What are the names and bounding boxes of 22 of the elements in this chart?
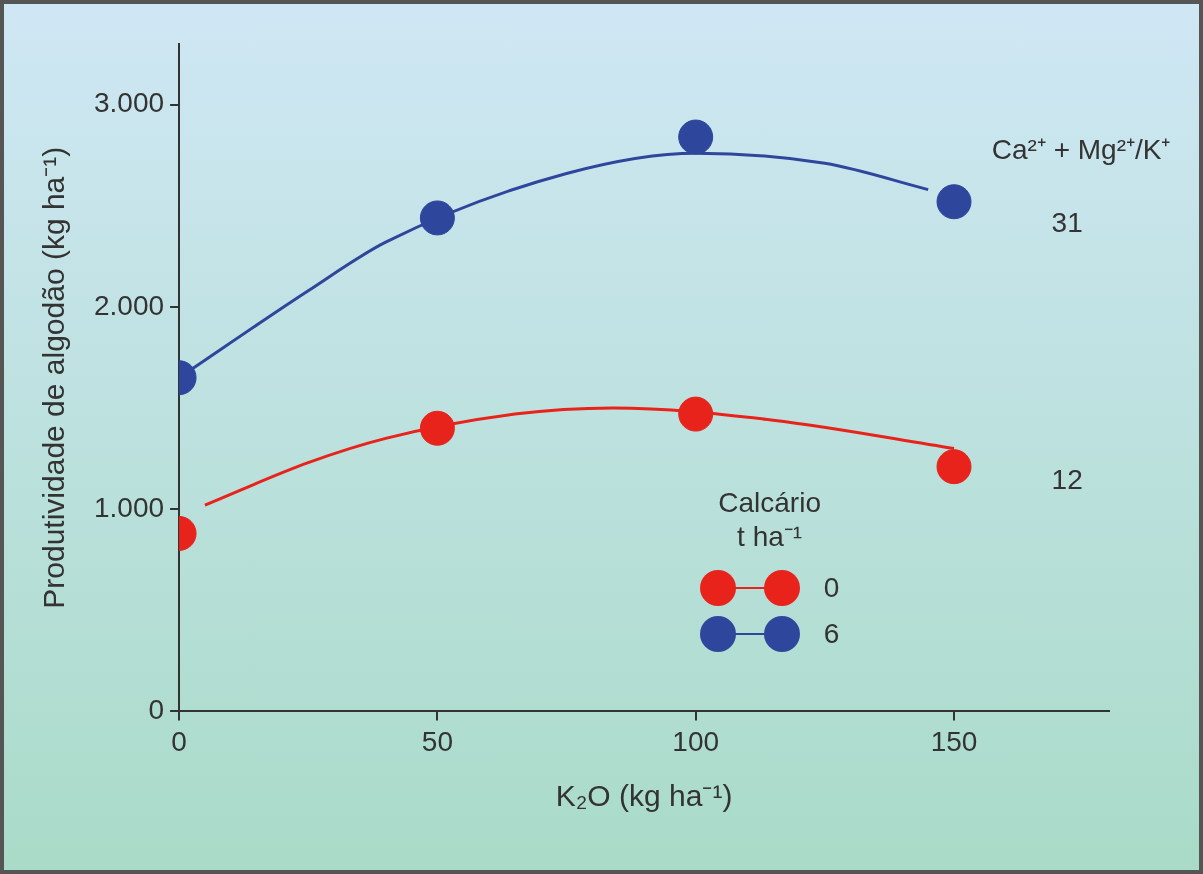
y-tick-label: 1.000 [93,491,165,523]
y-tick-label: 3.000 [93,87,165,119]
legend-title: Calcário t ha⁻¹ [717,486,822,555]
x-tick-label: 0 [171,725,187,757]
annotation: 31 [1051,206,1083,238]
legend-label: 0 [823,572,840,605]
y-tick-label: 0 [148,694,165,726]
annotation: 12 [1051,463,1083,495]
point [678,396,714,432]
point [936,449,972,485]
x-tick-label: 50 [421,725,453,757]
y-tick-label: 2.000 [93,289,165,321]
x-axis-title: K₂O (kg ha⁻¹) [555,779,733,813]
point [936,184,972,220]
annotation: Ca²⁺ + Mg²⁺/K⁺ [991,133,1171,165]
legend-label: 6 [823,618,840,651]
point [419,200,455,236]
x-tick-label: 100 [672,725,720,757]
point [678,119,714,155]
y-axis-title: Produtividade de algodão (kg ha⁻¹) [37,146,71,609]
x-tick-label: 150 [930,725,978,757]
point [419,410,455,446]
